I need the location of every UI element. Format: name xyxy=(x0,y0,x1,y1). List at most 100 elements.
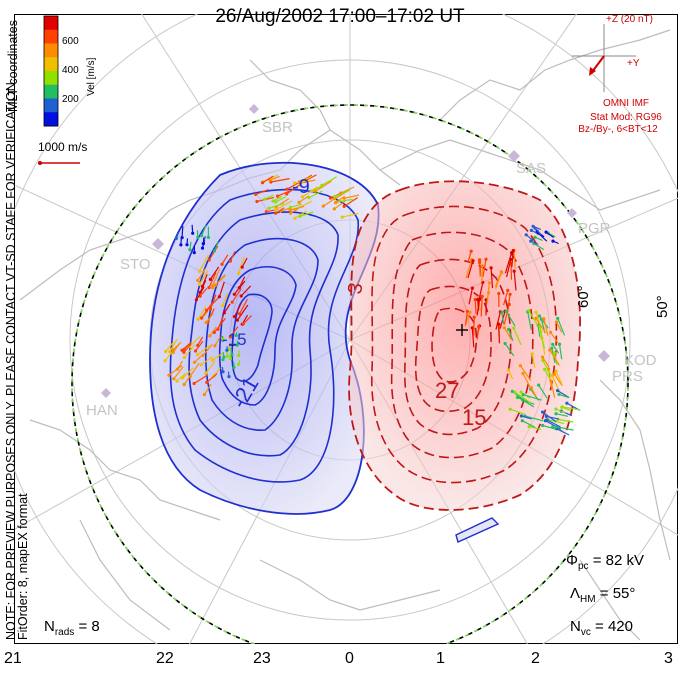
mlt-label-21: 21 xyxy=(4,650,22,667)
velocity-vector xyxy=(269,176,280,181)
velocity-vector xyxy=(530,240,539,245)
velocity-vector xyxy=(343,197,359,207)
velocity-vector xyxy=(168,365,183,376)
velocity-vector xyxy=(550,331,559,344)
velocity-vector xyxy=(539,315,549,329)
velocity-vector xyxy=(182,367,194,379)
colorbar-segment xyxy=(44,29,58,44)
station-label-sbr: SBR xyxy=(262,119,293,136)
velocity-vector xyxy=(555,408,566,414)
velocity-vector xyxy=(482,259,487,277)
velocity-vector xyxy=(272,195,282,202)
velocity-vector xyxy=(215,274,226,286)
velocity-vector xyxy=(286,182,303,195)
velocity-vector xyxy=(202,344,213,356)
velocity-vector xyxy=(510,408,525,415)
velocity-vector xyxy=(227,371,230,377)
velocity-vector xyxy=(507,369,514,380)
velocity-vector xyxy=(201,274,208,287)
velocity-vector xyxy=(172,341,182,351)
velocity-vector-origin xyxy=(192,251,196,255)
negative-potential-cell xyxy=(149,161,380,515)
boundary-artifact xyxy=(455,517,500,543)
velocity-vector xyxy=(218,281,225,297)
imf-dial xyxy=(572,24,636,92)
velocity-vector xyxy=(221,254,229,265)
velocity-vector xyxy=(300,179,316,184)
hm-boundary-latitude: ΛHM = 55° xyxy=(570,585,636,605)
velocity-vector xyxy=(555,370,563,385)
velocity-vector xyxy=(556,428,570,436)
velocity-vector xyxy=(214,336,221,347)
velocity-vector xyxy=(542,424,557,430)
station-label-sto: STO xyxy=(120,256,151,273)
imf-z-label: +Z (20 nT) xyxy=(606,14,653,25)
velocity-vector xyxy=(549,349,560,366)
mlt-label-3: 3 xyxy=(664,650,673,667)
velocity-vector xyxy=(169,338,178,353)
cross-polar-potential: Φpc = 82 kV xyxy=(566,552,644,572)
velocity-vector xyxy=(544,369,551,380)
velocity-vector xyxy=(550,380,556,398)
velocity-vector xyxy=(268,203,285,209)
velocity-vector xyxy=(541,356,550,368)
velocity-vector xyxy=(553,373,563,387)
velocity-vector xyxy=(523,394,542,401)
velocity-vector-origin xyxy=(237,353,241,358)
imf-vector xyxy=(591,55,605,73)
velocity-vector xyxy=(222,292,229,306)
mlt-label-0: 0 xyxy=(345,650,354,667)
velocity-vector xyxy=(236,304,249,321)
velocity-vector xyxy=(508,329,514,342)
velocity-vector xyxy=(304,174,317,182)
station-markers xyxy=(101,104,610,398)
velocity-vector xyxy=(513,271,517,291)
velocity-vector xyxy=(535,318,547,334)
velocity-vector xyxy=(557,318,566,336)
velocity-vector xyxy=(197,345,210,356)
velocity-vector xyxy=(474,299,477,314)
velocity-vector xyxy=(535,312,540,323)
velocity-vector xyxy=(495,311,501,330)
velocity-vector xyxy=(506,259,512,278)
velocity-vector-origin xyxy=(234,333,238,338)
velocity-vector xyxy=(344,194,360,199)
velocity-vector xyxy=(201,225,207,236)
contour-label: 15 xyxy=(462,405,487,430)
velocity-vector xyxy=(494,271,502,287)
colorbar-segment xyxy=(44,16,58,31)
velocity-vector xyxy=(198,270,209,285)
velocity-vector xyxy=(233,302,242,317)
velocity-vector xyxy=(498,324,500,344)
velocity-vector xyxy=(301,175,312,182)
mlt-label-23: 23 xyxy=(253,650,271,667)
velocity-vector xyxy=(530,387,537,398)
imf-source-label: OMNI IMF xyxy=(602,98,650,109)
velocity-vector xyxy=(561,406,572,412)
velocity-vector xyxy=(480,296,483,317)
velocity-vector xyxy=(521,415,532,420)
velocity-vector xyxy=(486,282,490,304)
velocity-vector xyxy=(255,189,269,195)
velocity-vector xyxy=(490,267,494,289)
velocity-vector xyxy=(533,243,545,251)
velocity-vector xyxy=(315,180,332,192)
velocity-vector xyxy=(199,288,208,297)
colorbar-tick-400: 400 xyxy=(62,65,79,76)
latitude-label-60: 60° xyxy=(575,285,592,308)
station-label-sas: SAS xyxy=(516,160,547,177)
velocity-vector xyxy=(229,354,232,359)
station-label-prs: PRS xyxy=(612,368,643,385)
velocity-vectors xyxy=(163,174,581,436)
velocity-vector xyxy=(302,186,319,198)
velocity-vector xyxy=(208,272,217,288)
velocity-vector xyxy=(233,280,246,295)
velocity-vector xyxy=(504,343,515,357)
velocity-vector xyxy=(511,250,514,268)
velocity-vector xyxy=(537,325,541,337)
velocity-vector xyxy=(558,344,563,360)
contour-label: -9 xyxy=(292,176,310,198)
velocity-vector xyxy=(471,327,475,348)
velocity-vector xyxy=(510,263,513,280)
velocity-vector xyxy=(237,359,241,365)
